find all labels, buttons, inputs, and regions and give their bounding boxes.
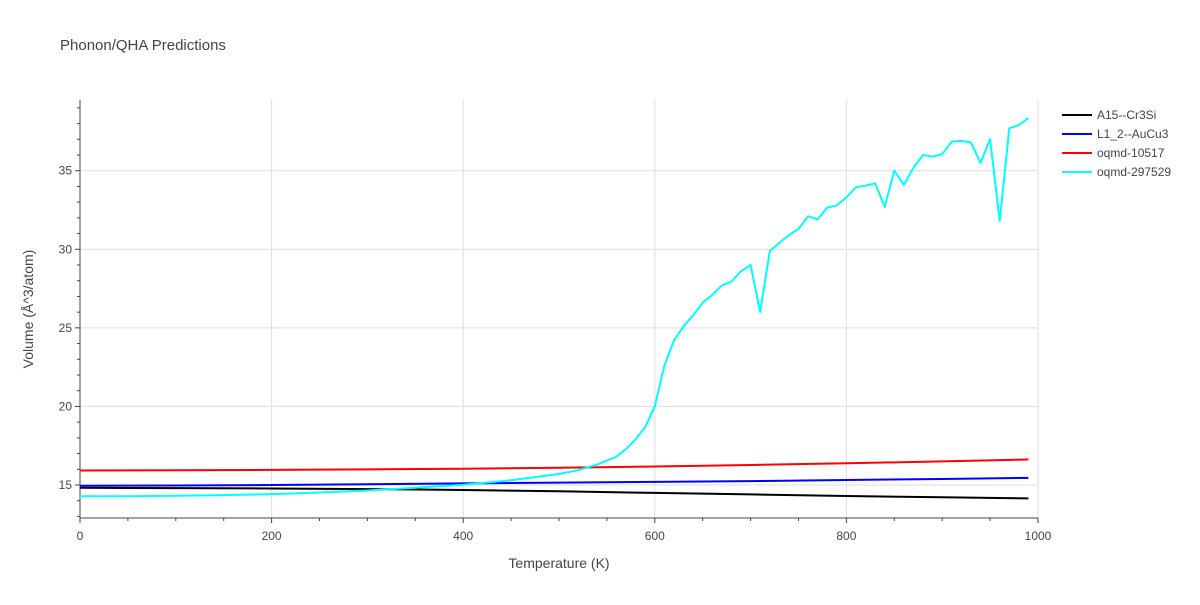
chart-title: Phonon/QHA Predictions bbox=[60, 37, 226, 54]
legend-item[interactable]: A15--Cr3Si bbox=[1062, 108, 1156, 122]
x-tick-label: 800 bbox=[836, 529, 856, 543]
legend-label: oqmd-297529 bbox=[1097, 165, 1171, 179]
y-axis-title: Volume (Å^3/atom) bbox=[20, 250, 36, 369]
legend[interactable]: A15--Cr3Si L1_2--AuCu3 oqmd-10517 oqmd-2975… bbox=[1062, 108, 1171, 179]
series-line-A15--Cr3Si[interactable] bbox=[79, 486, 1029, 500]
series-line-L1_2--AuCu3[interactable] bbox=[79, 476, 1029, 487]
axes: 0 200 400 600 800 1000 15 20 25 30 35 bbox=[59, 100, 1052, 543]
y-tick-label: 15 bbox=[59, 478, 73, 492]
legend-item[interactable]: oqmd-10517 bbox=[1062, 146, 1165, 160]
y-tick-label: 25 bbox=[59, 321, 73, 335]
plot-area[interactable] bbox=[79, 117, 1029, 500]
y-tick-label: 35 bbox=[59, 164, 73, 178]
x-axis-title: Temperature (K) bbox=[508, 555, 609, 571]
x-tick-label: 200 bbox=[262, 529, 282, 543]
legend-label: oqmd-10517 bbox=[1097, 146, 1165, 160]
legend-label: A15--Cr3Si bbox=[1097, 108, 1156, 122]
series-line-oqmd-297529[interactable] bbox=[79, 117, 1029, 498]
legend-item[interactable]: L1_2--AuCu3 bbox=[1062, 127, 1169, 141]
y-tick-label: 30 bbox=[59, 242, 73, 256]
x-tick-label: 0 bbox=[77, 529, 84, 543]
y-tick-label: 20 bbox=[59, 399, 73, 413]
legend-label: L1_2--AuCu3 bbox=[1097, 127, 1169, 141]
legend-item[interactable]: oqmd-297529 bbox=[1062, 165, 1171, 179]
series-line-oqmd-10517[interactable] bbox=[79, 458, 1029, 472]
grid bbox=[80, 100, 1039, 518]
x-tick-label: 600 bbox=[645, 529, 665, 543]
x-tick-label: 1000 bbox=[1025, 529, 1052, 543]
x-tick-label: 400 bbox=[453, 529, 473, 543]
